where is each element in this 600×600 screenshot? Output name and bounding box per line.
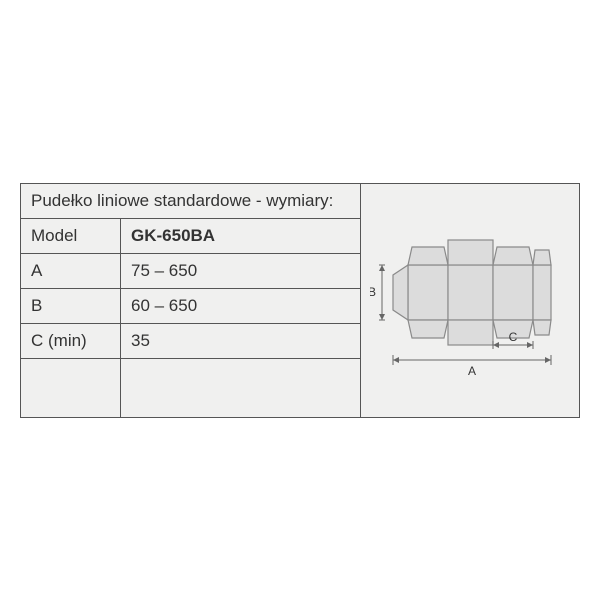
- row-label: C (min): [21, 324, 121, 358]
- row-value: GK-650BA: [121, 219, 360, 253]
- row-value: 35: [121, 324, 360, 358]
- dim-label-c: C: [509, 330, 518, 344]
- table-title: Pudełko liniowe standardowe - wymiary:: [21, 184, 360, 219]
- table-row: A 75 – 650: [21, 254, 360, 289]
- dieline-svg: B A C: [370, 215, 570, 385]
- table-row: Model GK-650BA: [21, 219, 360, 254]
- dim-label-a: A: [468, 364, 476, 378]
- table-row-empty: [21, 359, 360, 417]
- row-label: A: [21, 254, 121, 288]
- row-label: B: [21, 289, 121, 323]
- row-value: 75 – 650: [121, 254, 360, 288]
- row-label: Model: [21, 219, 121, 253]
- spec-table: Pudełko liniowe standardowe - wymiary: M…: [21, 184, 361, 417]
- row-value: 60 – 650: [121, 289, 360, 323]
- row-label-empty: [21, 359, 121, 417]
- dim-label-b: B: [370, 285, 376, 299]
- row-value-empty: [121, 359, 360, 417]
- table-row: B 60 – 650: [21, 289, 360, 324]
- table-row: C (min) 35: [21, 324, 360, 359]
- box-diagram: B A C: [361, 184, 579, 417]
- spec-panel: Pudełko liniowe standardowe - wymiary: M…: [20, 183, 580, 418]
